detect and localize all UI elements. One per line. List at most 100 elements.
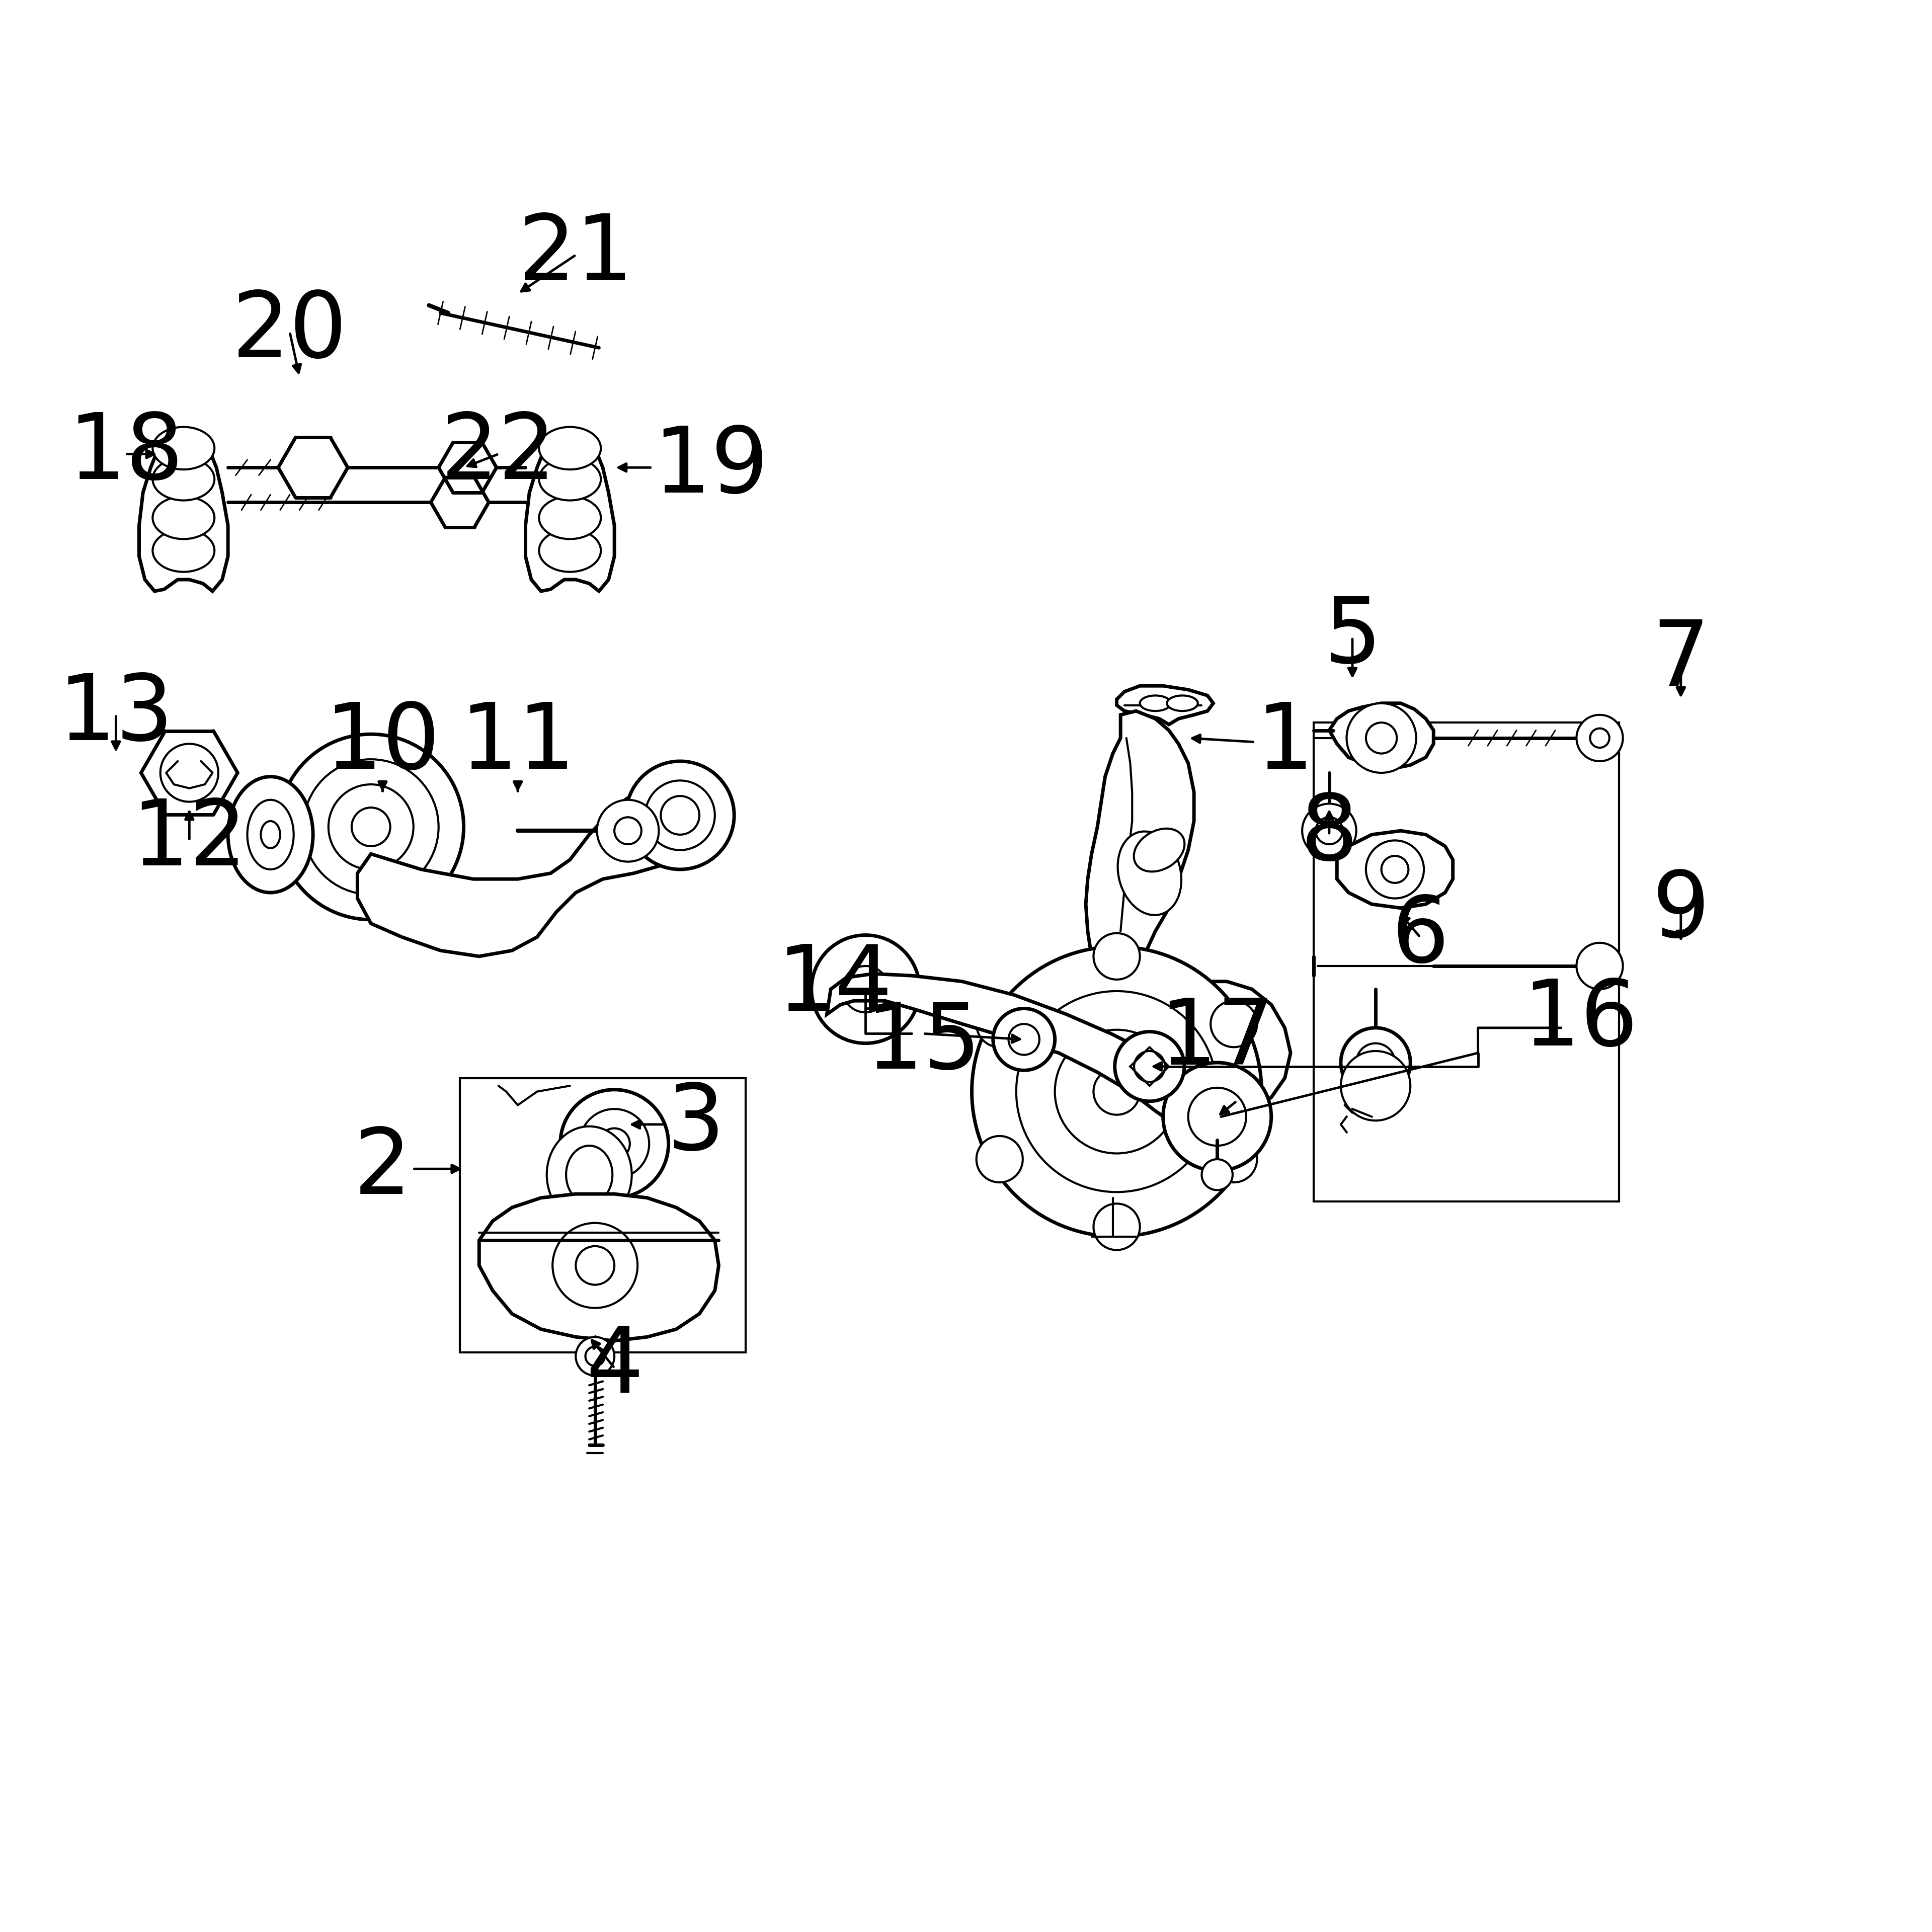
Text: 21: 21	[518, 211, 634, 299]
Circle shape	[1341, 1051, 1410, 1121]
Polygon shape	[526, 429, 614, 591]
Polygon shape	[985, 711, 1291, 1136]
Text: 7: 7	[1652, 616, 1710, 705]
Circle shape	[1163, 1063, 1271, 1171]
Text: 1: 1	[1192, 699, 1314, 788]
Circle shape	[1202, 1159, 1233, 1190]
Circle shape	[1211, 1136, 1258, 1182]
Circle shape	[1577, 715, 1623, 761]
Circle shape	[560, 1090, 668, 1198]
Circle shape	[1211, 1001, 1258, 1047]
Circle shape	[1094, 1204, 1140, 1250]
Text: 4: 4	[585, 1323, 643, 1412]
Ellipse shape	[261, 821, 280, 848]
Text: 3: 3	[632, 1080, 725, 1169]
Circle shape	[1366, 840, 1424, 898]
Polygon shape	[479, 1194, 719, 1341]
Circle shape	[278, 734, 464, 920]
Bar	[460, 1078, 746, 1352]
Circle shape	[160, 744, 218, 802]
Ellipse shape	[1140, 696, 1171, 711]
Text: 17: 17	[1159, 995, 1275, 1084]
Text: 22: 22	[440, 410, 556, 498]
Polygon shape	[278, 437, 348, 498]
Polygon shape	[827, 974, 1227, 1130]
Circle shape	[972, 947, 1262, 1236]
Circle shape	[1341, 1028, 1410, 1097]
Circle shape	[1016, 991, 1217, 1192]
Circle shape	[1590, 728, 1609, 748]
Circle shape	[576, 1337, 614, 1376]
Polygon shape	[1329, 703, 1434, 769]
Ellipse shape	[566, 1146, 612, 1204]
Circle shape	[1577, 943, 1623, 989]
Text: 16: 16	[1522, 976, 1638, 1065]
Circle shape	[614, 817, 641, 844]
Ellipse shape	[228, 777, 313, 893]
Ellipse shape	[153, 497, 214, 539]
Circle shape	[553, 1223, 638, 1308]
Circle shape	[1115, 1032, 1184, 1101]
Ellipse shape	[539, 458, 601, 500]
Circle shape	[1356, 1043, 1395, 1082]
Circle shape	[597, 800, 659, 862]
Text: 18: 18	[68, 410, 184, 498]
Ellipse shape	[539, 427, 601, 469]
Circle shape	[1316, 817, 1343, 844]
Text: 12: 12	[131, 796, 247, 885]
Ellipse shape	[1134, 829, 1184, 871]
Polygon shape	[139, 429, 228, 591]
Circle shape	[1055, 1030, 1179, 1153]
Circle shape	[1381, 856, 1408, 883]
Circle shape	[645, 781, 715, 850]
Text: 9: 9	[1652, 867, 1710, 956]
Circle shape	[842, 966, 889, 1012]
Text: 8: 8	[1300, 790, 1358, 879]
Circle shape	[811, 935, 920, 1043]
Circle shape	[976, 1136, 1022, 1182]
Circle shape	[576, 1246, 614, 1285]
Circle shape	[1302, 804, 1356, 858]
Circle shape	[303, 759, 439, 895]
Text: 20: 20	[232, 288, 348, 377]
Text: 5: 5	[1323, 593, 1381, 682]
Circle shape	[661, 796, 699, 835]
Text: 2: 2	[354, 1124, 460, 1213]
Ellipse shape	[547, 1126, 632, 1223]
Circle shape	[352, 808, 390, 846]
Circle shape	[599, 1128, 630, 1159]
Text: 13: 13	[58, 670, 174, 759]
Polygon shape	[1337, 831, 1453, 908]
Polygon shape	[431, 477, 489, 527]
Ellipse shape	[1119, 831, 1180, 916]
Text: 19: 19	[618, 423, 769, 512]
Ellipse shape	[153, 458, 214, 500]
Text: 11: 11	[460, 699, 576, 790]
Circle shape	[1366, 723, 1397, 753]
Polygon shape	[1117, 686, 1213, 725]
Ellipse shape	[247, 800, 294, 869]
Ellipse shape	[1167, 696, 1198, 711]
Text: 15: 15	[866, 999, 981, 1088]
Circle shape	[1347, 703, 1416, 773]
Ellipse shape	[153, 427, 214, 469]
Text: 6: 6	[1391, 893, 1449, 981]
Polygon shape	[439, 442, 497, 493]
Circle shape	[580, 1109, 649, 1179]
Ellipse shape	[153, 529, 214, 572]
Bar	[1314, 723, 1619, 1202]
Circle shape	[1188, 1088, 1246, 1146]
Ellipse shape	[539, 529, 601, 572]
Circle shape	[1094, 933, 1140, 980]
Polygon shape	[357, 782, 699, 956]
Circle shape	[976, 1001, 1022, 1047]
Text: 14: 14	[777, 941, 893, 1030]
Circle shape	[585, 1347, 605, 1366]
Circle shape	[993, 1009, 1055, 1070]
Text: 10: 10	[325, 699, 440, 790]
Circle shape	[1009, 1024, 1039, 1055]
Circle shape	[328, 784, 413, 869]
Circle shape	[1134, 1051, 1165, 1082]
Circle shape	[1094, 1068, 1140, 1115]
Ellipse shape	[539, 497, 601, 539]
